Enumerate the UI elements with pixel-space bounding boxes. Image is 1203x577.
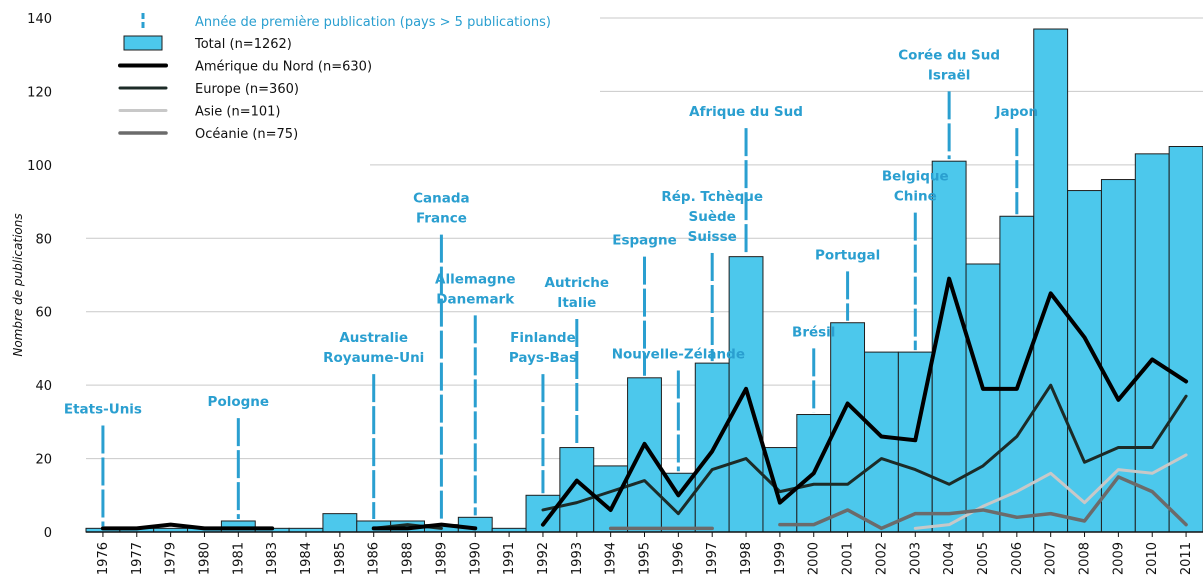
x-tick-label: 1988 — [401, 542, 416, 575]
axes: 1976 1977 1979 1980 1981 1983 1984 1985 1986 1988… — [27, 12, 1203, 575]
x-tick-label: 1980 — [197, 542, 212, 575]
bar — [627, 377, 662, 533]
country-annotations: Etats-Unis Pologne Australie Royaume-Uni Can… — [64, 47, 1038, 417]
legend-label: Océanie (n=75) — [195, 127, 298, 142]
annotation-label: Afrique du Sud — [689, 104, 803, 120]
x-tick-label: 1998 — [739, 542, 754, 575]
x-tick-label: 2004 — [942, 542, 957, 575]
series-line — [100, 522, 275, 531]
x-tick-label: 1992 — [536, 542, 551, 575]
legend-label: Amérique du Nord (n=630) — [195, 60, 372, 75]
x-tick-label: 1996 — [671, 542, 686, 575]
x-tick-label: 2002 — [874, 542, 889, 575]
y-tick-label: 80 — [35, 232, 52, 247]
x-tick-label: 1999 — [773, 542, 788, 575]
annotation-label: Belgique — [882, 169, 949, 185]
x-tick-label: 1981 — [231, 542, 246, 575]
annotation-label: Finlande — [510, 330, 576, 346]
y-axis-label: Nombre de publications — [11, 213, 25, 356]
x-tick-label: 1977 — [130, 542, 145, 575]
annotation-label: Suède — [689, 209, 736, 225]
legend-marker-label: Année de première publication (pays > 5 … — [195, 15, 551, 30]
bar — [1168, 146, 1203, 533]
legend: Année de première publication (pays > 5 … — [118, 13, 551, 142]
annotation-label: Pays-Bas — [509, 350, 577, 366]
legend-label: Total (n=1262) — [194, 37, 292, 52]
series-line — [371, 522, 478, 531]
annotation-label: Royaume-Uni — [323, 350, 424, 366]
annotation-label: Brésil — [792, 324, 835, 340]
bar — [322, 513, 358, 533]
annotation-label: Danemark — [436, 291, 515, 307]
x-tick-label: 2003 — [908, 542, 923, 575]
annotation-label: Portugal — [815, 247, 880, 263]
x-tick-label: 1976 — [96, 542, 111, 575]
bar — [864, 351, 899, 533]
x-tick-label: 2007 — [1044, 542, 1059, 575]
series-line — [540, 276, 1189, 527]
x-tick-label: 1979 — [164, 542, 179, 575]
x-tick-label: 2009 — [1111, 542, 1126, 575]
series-line — [778, 475, 1188, 531]
y-tick-label: 40 — [35, 379, 52, 394]
legend-label: Asie (n=101) — [195, 105, 281, 120]
x-tick-label: 1989 — [434, 542, 449, 575]
bar — [965, 263, 1001, 533]
x-tick-label: 2001 — [841, 542, 856, 575]
annotation-label: Canada — [413, 191, 470, 207]
annotation-label: Espagne — [612, 233, 676, 249]
bar — [1100, 179, 1136, 533]
annotation-label: Suisse — [688, 229, 737, 245]
x-tick-label: 1984 — [299, 542, 314, 575]
bar — [1033, 28, 1069, 533]
x-tick-label: 1997 — [705, 542, 720, 575]
annotation-label: Pologne — [208, 394, 270, 410]
y-tick-label: 100 — [27, 159, 52, 174]
annotation-label: France — [416, 211, 467, 227]
annotation-label: Autriche — [545, 275, 610, 291]
annotation-label: Corée du Sud — [898, 47, 1000, 63]
x-tick-label: 1985 — [333, 542, 348, 575]
x-tick-label: 2006 — [1010, 542, 1025, 575]
y-tick-label: 120 — [27, 85, 52, 100]
annotation-label: Australie — [339, 330, 408, 346]
x-tick-label: 1995 — [638, 542, 653, 575]
region-lines — [100, 276, 1189, 531]
bar — [1134, 153, 1170, 533]
series-line — [541, 383, 1188, 516]
annotation-label: Allemagne — [435, 271, 515, 287]
annotation-label: Etats-Unis — [64, 402, 142, 418]
x-tick-label: 1986 — [367, 542, 382, 575]
annotation-label: Chine — [894, 189, 937, 205]
x-tick-label: 1990 — [468, 542, 483, 575]
annotation-label: Nouvelle-Zélande — [612, 346, 745, 362]
annotation-label: Israël — [928, 67, 971, 83]
x-tick-label: 1991 — [502, 542, 517, 575]
legend-swatch — [123, 35, 163, 51]
x-tick-label: 1994 — [604, 542, 619, 575]
x-tick-label: 2005 — [976, 542, 991, 575]
x-tick-label: 1993 — [570, 542, 585, 575]
y-tick-label: 60 — [35, 306, 52, 321]
first-publication-markers — [101, 91, 1019, 527]
y-tick-label: 0 — [44, 526, 52, 541]
annotation-label: Italie — [557, 295, 596, 311]
y-tick-label: 20 — [35, 453, 52, 468]
annotation-label: Rép. Tchèque — [661, 189, 763, 205]
y-tick-label: 140 — [27, 12, 52, 27]
x-tick-label: 2000 — [807, 542, 822, 575]
series-line — [913, 453, 1188, 530]
x-tick-label: 2008 — [1078, 542, 1093, 575]
annotation-label: Japon — [994, 104, 1038, 120]
x-tick-label: 1983 — [265, 542, 280, 575]
legend-label: Europe (n=360) — [195, 82, 299, 97]
x-tick-label: 2010 — [1145, 542, 1160, 575]
x-tick-label: 2011 — [1179, 542, 1194, 575]
